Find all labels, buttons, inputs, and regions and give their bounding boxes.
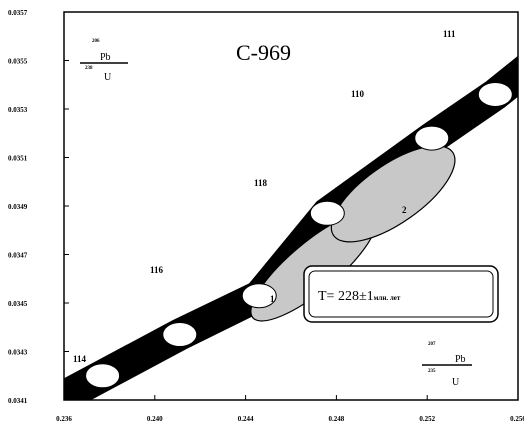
concordia-point xyxy=(477,81,513,107)
y-axis-label: 206 Pb 238 U xyxy=(80,39,128,83)
plot-frame xyxy=(63,11,519,401)
x-tick-label: 0.236 xyxy=(56,415,72,423)
result-unit: млн. лет xyxy=(374,294,401,302)
result-text: T= 228±1 xyxy=(318,289,374,304)
concordia-point xyxy=(162,322,198,348)
point-label: 114 xyxy=(73,354,87,364)
concordia-point xyxy=(85,363,121,389)
y-tick-label: 0.0341 xyxy=(8,397,28,405)
svg-text:206: 206 xyxy=(92,39,100,44)
svg-text:207: 207 xyxy=(428,342,436,347)
concordia-point xyxy=(241,283,277,309)
point-label: 111 xyxy=(443,29,456,39)
x-tick-label: 0.252 xyxy=(419,415,435,423)
ellipse-label: 1 xyxy=(270,294,275,304)
y-tick-label: 0.0343 xyxy=(8,349,28,357)
x-tick-label: 0.256 xyxy=(510,415,524,423)
result-box: T= 228±1млн. лет xyxy=(303,265,499,323)
svg-text:T= 228±1млн. лет: T= 228±1млн. лет xyxy=(318,289,401,304)
chart-title: C-969 xyxy=(236,40,291,65)
svg-text:238: 238 xyxy=(85,66,93,71)
y-tick-label: 0.0349 xyxy=(8,203,28,211)
y-tick-label: 0.0357 xyxy=(8,9,28,17)
ellipse-label: 2 xyxy=(402,205,407,215)
svg-text:U: U xyxy=(104,72,112,83)
point-label: 116 xyxy=(150,265,164,275)
error-ellipse-2 xyxy=(330,145,456,243)
y-tick-label: 0.0353 xyxy=(8,106,28,114)
y-tick-label: 0.0355 xyxy=(8,58,28,66)
y-tick-label: 0.0351 xyxy=(8,155,28,163)
svg-text:U: U xyxy=(452,377,460,388)
svg-text:235: 235 xyxy=(428,369,436,374)
x-tick-label: 0.244 xyxy=(238,415,254,423)
x-tick-label: 0.248 xyxy=(329,415,345,423)
concordia-point xyxy=(414,125,450,151)
point-label: 118 xyxy=(254,178,268,188)
x-axis-label: 207 Pb 235 U xyxy=(422,342,472,388)
svg-text:Pb: Pb xyxy=(455,354,466,365)
y-tick-label: 0.0345 xyxy=(8,300,28,308)
point-label: 110 xyxy=(351,89,365,99)
y-tick-label: 0.0347 xyxy=(8,252,28,260)
svg-text:Pb: Pb xyxy=(100,52,111,63)
concordia-point xyxy=(309,200,345,226)
x-tick-label: 0.240 xyxy=(147,415,163,423)
